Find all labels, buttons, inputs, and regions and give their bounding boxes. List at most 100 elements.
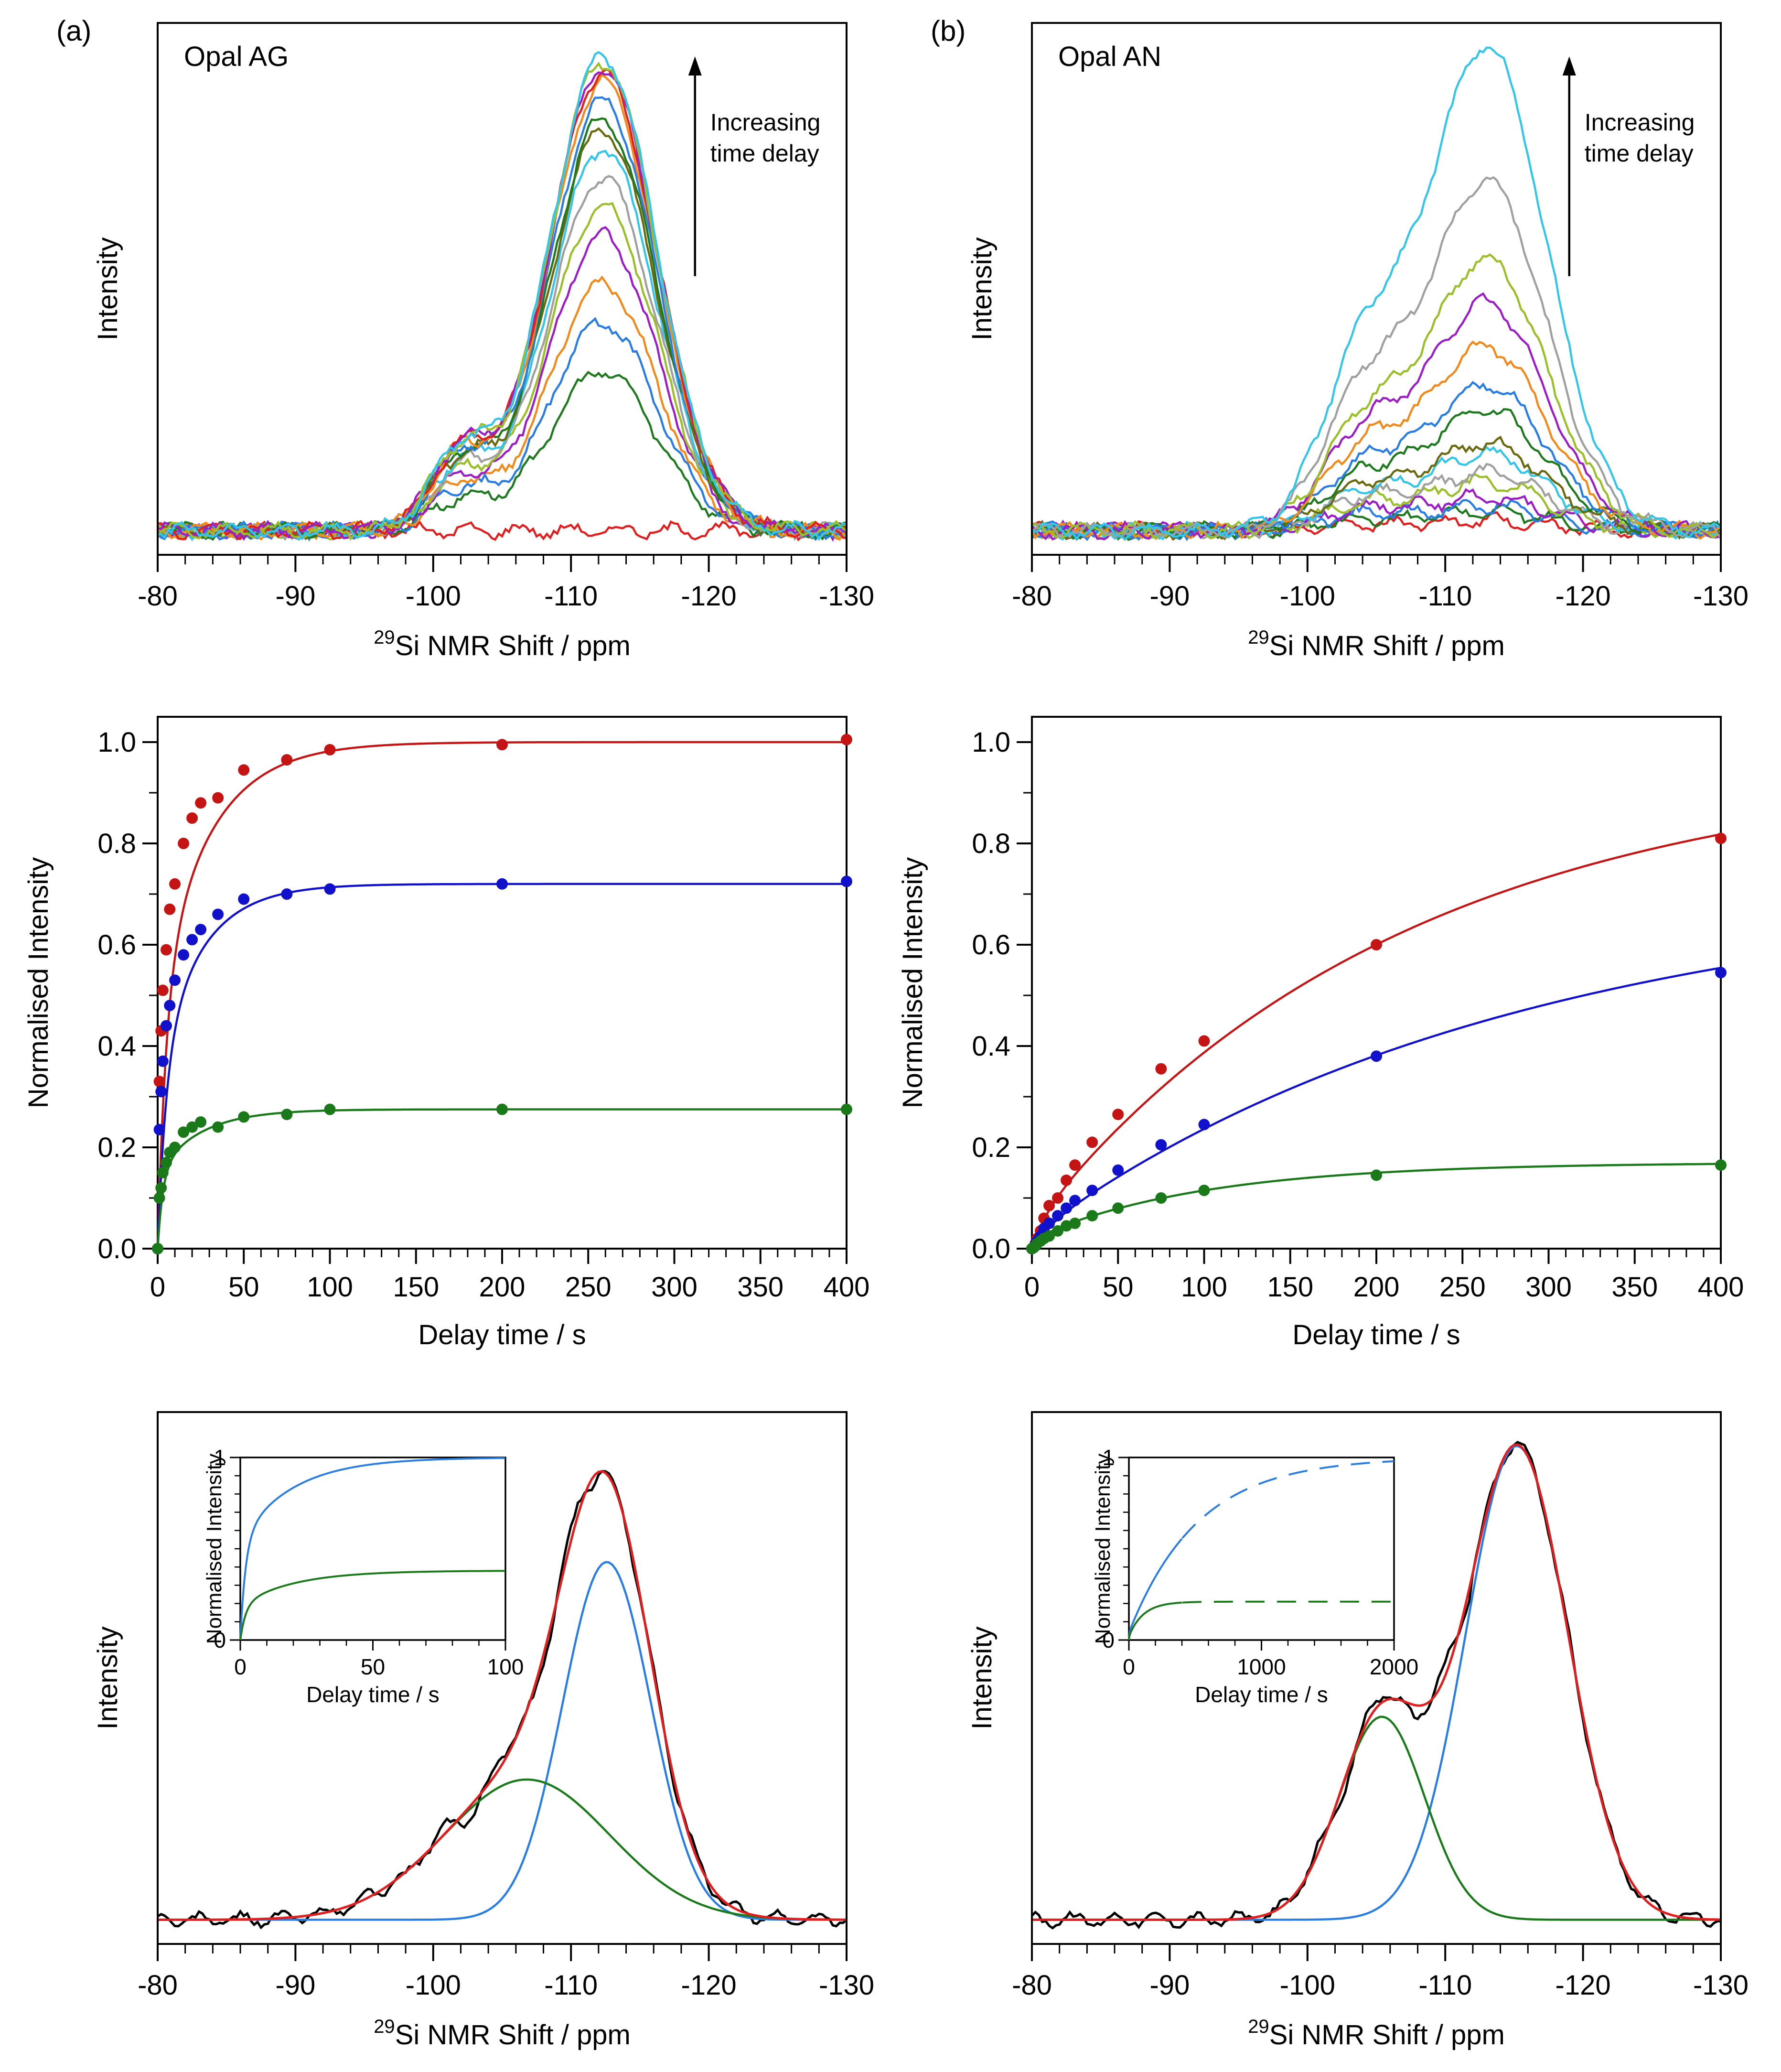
y-axis-label: Intensity: [966, 1627, 998, 1730]
x-tick-label: -100: [1280, 1970, 1335, 2001]
data-point-Q3: [324, 1103, 336, 1115]
data-point-total: [1371, 939, 1382, 950]
spectrum-line: [158, 71, 847, 541]
data-point-total: [195, 797, 207, 809]
annotation-line-1: Increasing: [1585, 109, 1695, 136]
a-fit-chart: -80 -90 -100 -110 -120 -130 29Si NMR Shift / p…: [92, 1411, 874, 2050]
y-tick-label: 0.0: [972, 1233, 1010, 1264]
a-buildup-chart: 0 50 100 150 200 250 300 350 400 0.0 0.2 0.4 0.6 0.8 1…: [23, 716, 869, 1350]
plot-frame: [1031, 1411, 1722, 1945]
x-tick-label: 200: [1353, 1272, 1400, 1303]
y-tick-label: 0.8: [972, 828, 1010, 859]
x-tick-label: -100: [406, 581, 461, 612]
data-point-Q3: [169, 1142, 181, 1153]
data-point-total: [1198, 1035, 1210, 1047]
x-axis-label: 29Si NMR Shift / ppm: [374, 627, 631, 661]
y-tick-label: 0.8: [97, 828, 136, 859]
x-tick-label: -80: [1012, 1970, 1052, 2001]
y-tick-label: 0.2: [97, 1132, 136, 1163]
inset-y-axis-label: Normalised Intensity: [1091, 1454, 1115, 1644]
y-tick-label: 1.0: [97, 727, 136, 758]
spectrum-line: [1032, 435, 1721, 541]
x-tick-label: -90: [1149, 581, 1190, 612]
data-point-total: [496, 739, 508, 751]
data-point-total: [1112, 1109, 1124, 1121]
x-tick-label: -90: [1149, 1970, 1190, 2001]
data-point-Q4: [324, 883, 336, 895]
x-tick-label: 50: [228, 1272, 259, 1303]
x-axis-label-text: Si NMR Shift / ppm: [395, 630, 631, 661]
y-axis-label: Intensity: [92, 1627, 123, 1730]
panel-a-label: (a): [56, 15, 91, 47]
inset-x-tick-label: 0: [234, 1654, 247, 1679]
data-point-Q3: [212, 1121, 224, 1133]
inset-x-axis-label: Delay time / s: [306, 1682, 440, 1707]
plot-frame: [157, 22, 848, 556]
data-point-Q3: [186, 1121, 198, 1133]
spectrum-line: [158, 117, 847, 541]
data-point-total: [153, 1076, 165, 1088]
inset-curve-Q4: [1128, 1538, 1183, 1640]
data-point-total: [1715, 832, 1727, 844]
inset-curve-Q4: [239, 1457, 505, 1640]
inset-y-tick-label: 1: [214, 1445, 226, 1470]
spectrum-line: [158, 61, 847, 541]
x-tick-label: 150: [1267, 1272, 1313, 1303]
x-tick-label: -130: [819, 1970, 874, 2001]
data-point-Q4: [1371, 1050, 1382, 1062]
y-tick-label: 0.2: [972, 1132, 1010, 1163]
data-point-Q4: [1069, 1195, 1081, 1207]
x-tick-label: 300: [1525, 1272, 1572, 1303]
x-tick-label: -80: [1012, 581, 1052, 612]
data-point-Q4: [155, 1086, 167, 1098]
data-point-total: [178, 838, 190, 849]
x-tick-label: 200: [479, 1272, 526, 1303]
inset-y-tick-label: 1: [1102, 1445, 1115, 1470]
data-point-Q4: [496, 878, 508, 890]
x-tick-label: 300: [651, 1272, 697, 1303]
inset-frame: [239, 1457, 506, 1641]
x-axis-label: Delay time / s: [1292, 1319, 1460, 1350]
spectrum-line: [1032, 253, 1721, 540]
inset-x-tick-label: 100: [487, 1654, 524, 1679]
data-point-Q4: [1715, 967, 1727, 979]
data-point-total: [164, 903, 176, 915]
spectrum-line: [158, 51, 847, 541]
data-point-Q4: [1198, 1119, 1210, 1131]
x-axis-label-superscript: 29: [374, 2016, 395, 2037]
data-point-Q3: [1052, 1225, 1064, 1237]
panel-title: Opal AN: [1058, 41, 1161, 72]
data-point-Q3: [1043, 1230, 1055, 1242]
spectrum-line: [158, 317, 847, 542]
panel-b-label: (b): [931, 15, 966, 47]
inset-x-tick-label: 50: [361, 1654, 385, 1679]
plot-frame: [157, 1411, 848, 1945]
annotation-line-1: Increasing: [710, 109, 821, 136]
x-tick-label: -130: [819, 581, 874, 612]
data-point-total: [1086, 1136, 1098, 1148]
y-tick-label: 0.6: [97, 929, 136, 960]
x-tick-label: -120: [681, 1970, 737, 2001]
annotation-line-2: time delay: [1585, 140, 1694, 167]
inset-chart: 0 1000 2000 0 1 Delay time / s Normalised Inte…: [1091, 1445, 1418, 1707]
data-point-total: [1052, 1192, 1064, 1204]
x-tick-label: 50: [1103, 1272, 1134, 1303]
inset-frame: [1128, 1457, 1395, 1641]
x-axis-label-text: Si NMR Shift / ppm: [1269, 630, 1505, 661]
x-axis-label-superscript: 29: [1248, 2016, 1269, 2037]
spectrum-line: [158, 202, 847, 541]
fit-curve-Q4: [1031, 967, 1721, 1250]
x-axis-label-superscript: 29: [1248, 627, 1269, 648]
x-axis-label: 29Si NMR Shift / ppm: [1248, 2016, 1505, 2050]
fit-curve-Q4: [156, 883, 847, 1249]
data-point-Q3: [153, 1192, 165, 1204]
inset-x-tick-label: 1000: [1237, 1654, 1286, 1679]
plot-frame: [1031, 716, 1722, 1250]
data-point-Q3: [1061, 1220, 1073, 1232]
data-point-Q3: [1069, 1218, 1081, 1229]
inset-y-tick-label: 0: [1102, 1628, 1115, 1652]
annotation-line-2: time delay: [710, 140, 819, 167]
fit-lines: [1032, 1441, 1721, 1930]
x-axis-label: 29Si NMR Shift / ppm: [374, 2016, 631, 2050]
y-tick-label: 0.4: [972, 1031, 1010, 1062]
